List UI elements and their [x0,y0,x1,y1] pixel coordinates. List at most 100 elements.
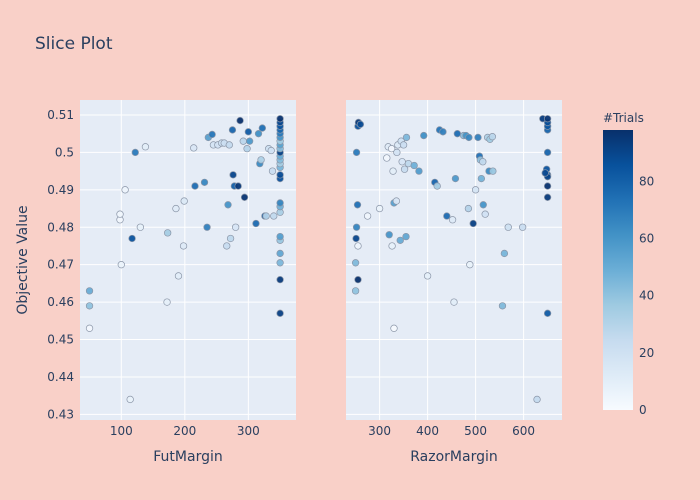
scatter-point[interactable] [399,141,408,149]
scatter-point[interactable] [443,212,451,220]
scatter-point[interactable] [504,223,512,231]
scatter-point[interactable] [174,272,183,280]
scatter-point[interactable] [541,169,549,177]
scatter-point[interactable] [450,298,458,306]
scatter-point[interactable] [389,167,397,175]
scatter-point[interactable] [543,115,552,123]
scatter-point[interactable] [226,234,235,243]
scatter-point[interactable] [465,133,473,142]
scatter-point[interactable] [270,212,278,220]
scatter-point[interactable] [236,116,244,125]
scatter-point[interactable] [543,182,552,190]
scatter-point[interactable] [453,130,462,138]
scatter-point[interactable] [402,133,411,142]
scatter-point[interactable] [85,324,94,332]
scatter-point[interactable] [393,148,401,157]
scatter-point[interactable] [471,186,480,194]
scatter-point[interactable] [353,201,362,209]
scatter-point[interactable] [208,130,216,139]
scatter-point[interactable] [228,126,237,134]
scatter-point[interactable] [276,249,284,258]
scatter-point[interactable] [392,197,401,205]
scatter-point[interactable] [533,395,541,404]
scatter-point[interactable] [385,231,393,239]
scatter-point[interactable] [240,193,249,201]
scatter-point[interactable] [351,287,360,295]
scatter-point[interactable] [276,232,284,241]
scatter-point[interactable] [387,145,396,153]
scatter-point[interactable] [245,137,254,145]
scatter-point[interactable] [410,161,418,170]
scatter-point[interactable] [543,309,552,317]
scatter-point[interactable] [466,261,474,269]
scatter-point[interactable] [469,219,477,228]
scatter-point[interactable] [231,223,240,231]
scatter-point[interactable] [229,171,237,179]
scatter-point[interactable] [543,148,552,157]
scatter-point[interactable] [254,130,263,138]
scatter-point[interactable] [262,212,270,220]
scatter-point[interactable] [180,197,188,205]
scatter-point[interactable] [223,242,231,250]
scatter-point[interactable] [488,133,497,141]
scatter-point[interactable] [190,144,198,152]
scatter-point[interactable] [267,146,275,155]
scatter-point[interactable] [354,275,362,284]
scatter-point[interactable] [116,210,124,218]
scatter-point[interactable] [164,229,172,237]
scatter-point[interactable] [498,302,507,310]
scatter-point[interactable] [225,141,233,149]
scatter-point[interactable] [451,174,460,183]
scatter-point[interactable] [400,165,409,173]
scatter-point[interactable] [128,234,136,243]
scatter-point[interactable] [191,182,199,190]
scatter-point[interactable] [224,201,232,209]
scatter-point[interactable] [388,242,396,250]
scatter-point[interactable] [518,223,527,231]
scatter-point[interactable] [163,298,171,306]
scatter-point[interactable] [131,148,139,157]
scatter-point[interactable] [363,212,372,220]
scatter-point[interactable] [276,171,284,179]
scatter-point[interactable] [396,236,404,245]
scatter-point[interactable] [276,115,284,123]
scatter-point[interactable] [375,204,384,213]
scatter-point[interactable] [402,232,410,241]
scatter-point[interactable] [489,167,497,175]
scatter-point[interactable] [234,182,242,190]
scatter-point[interactable] [439,128,447,136]
scatter-point[interactable] [420,131,428,140]
scatter-point[interactable] [244,128,253,136]
scatter-point[interactable] [390,324,398,332]
scatter-point[interactable] [252,219,260,228]
scatter-point[interactable] [423,272,432,280]
scatter-point[interactable] [383,154,391,162]
scatter-point[interactable] [239,137,247,145]
scatter-point[interactable] [276,199,284,207]
scatter-point[interactable] [415,167,423,175]
scatter-point[interactable] [141,143,150,151]
scatter-point[interactable] [276,275,284,284]
scatter-point[interactable] [85,302,94,310]
scatter-point[interactable] [448,216,457,224]
scatter-point[interactable] [479,158,487,166]
scatter-point[interactable] [276,259,284,267]
scatter-point[interactable] [136,223,145,231]
scatter-point[interactable] [85,287,94,295]
scatter-point[interactable] [352,234,360,243]
scatter-point[interactable] [268,167,277,175]
scatter-point[interactable] [481,210,489,218]
scatter-point[interactable] [398,158,406,166]
scatter-point[interactable] [479,201,487,209]
scatter-point[interactable] [117,261,125,269]
scatter-point[interactable] [172,204,180,213]
scatter-point[interactable] [200,178,209,186]
scatter-point[interactable] [352,223,361,231]
scatter-point[interactable] [356,120,365,128]
scatter-point[interactable] [477,174,486,183]
scatter-point[interactable] [203,223,211,231]
scatter-point[interactable] [276,309,284,317]
scatter-point[interactable] [179,242,188,250]
scatter-point[interactable] [126,395,134,404]
scatter-point[interactable] [543,193,552,201]
